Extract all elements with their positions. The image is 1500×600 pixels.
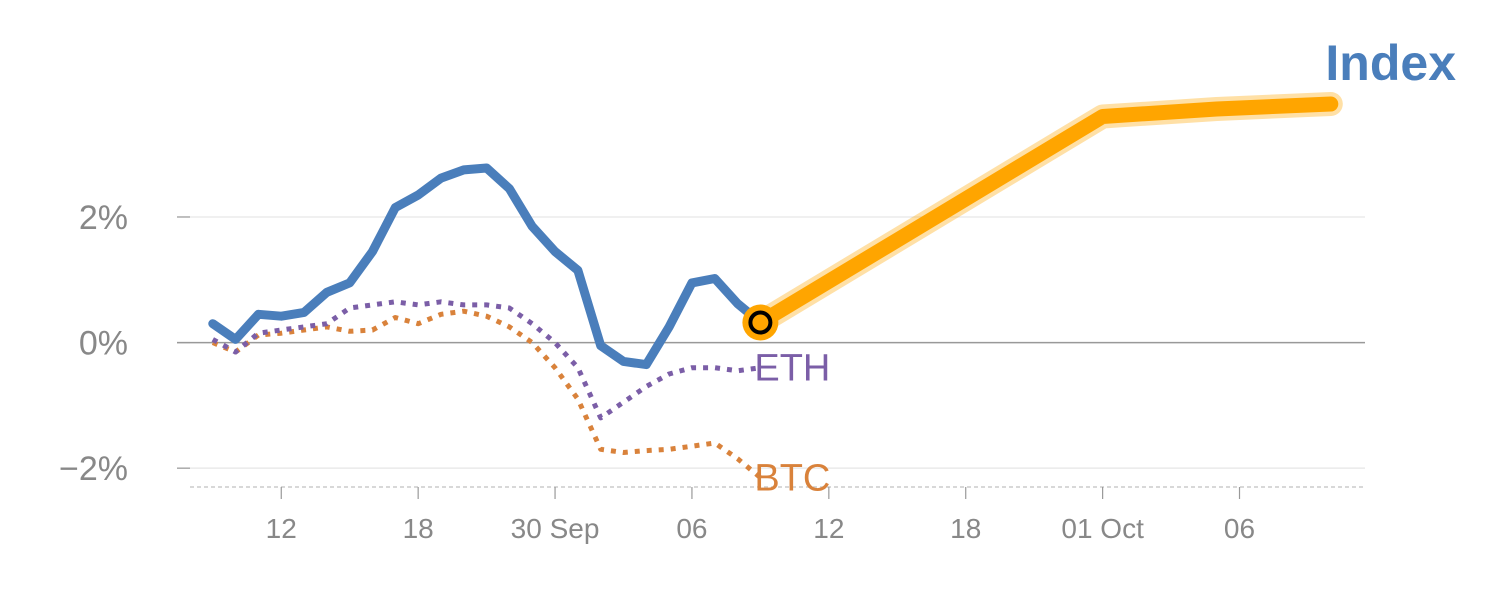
btc-series-label: BTC — [754, 458, 830, 500]
x-tick-label: 30 Sep — [511, 513, 600, 544]
x-tick-label: 18 — [403, 513, 434, 544]
axis-layer: 2% 0% −2% 12 18 30 Sep 06 12 18 01 Oct 06 — [59, 199, 1365, 544]
y-tick-label: 0% — [79, 325, 128, 363]
eth-series-line — [211, 299, 761, 421]
x-tick-label: 06 — [1224, 513, 1255, 544]
current-point-marker — [748, 310, 773, 335]
x-tick-label: 12 — [813, 513, 844, 544]
grid-layer — [177, 216, 1365, 469]
y-tick-label: −2% — [59, 450, 128, 488]
btc-series-line — [211, 308, 762, 480]
label-layer: ETH BTC — [754, 348, 830, 500]
x-tick-label: 12 — [266, 513, 297, 544]
chart-title: Index — [1325, 35, 1456, 91]
projection-glow — [748, 92, 1343, 335]
index-series-line — [208, 163, 765, 370]
series-layer — [208, 92, 1343, 480]
eth-series-label: ETH — [754, 348, 830, 390]
y-tick-label: 2% — [79, 199, 128, 237]
projection-line — [752, 96, 1339, 330]
current-point-marker-ring — [742, 304, 779, 341]
x-tick-label: 01 Oct — [1061, 513, 1144, 544]
x-tick-label: 06 — [676, 513, 707, 544]
x-tick-label: 18 — [950, 513, 981, 544]
